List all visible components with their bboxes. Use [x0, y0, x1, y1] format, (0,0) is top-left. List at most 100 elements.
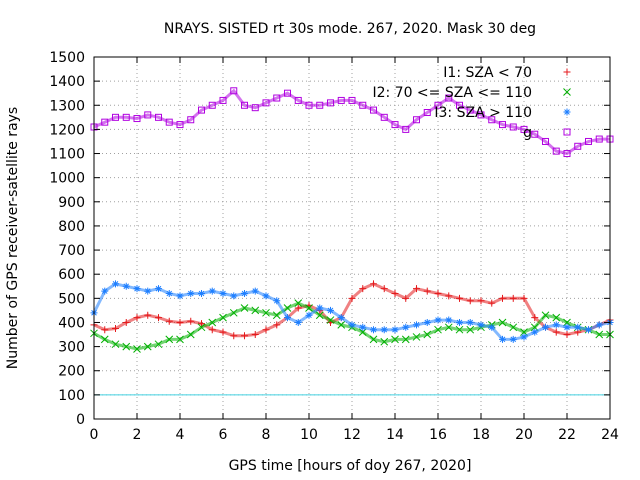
- y-tick-label: 0: [76, 412, 85, 428]
- data-point: [273, 321, 281, 329]
- data-point: [359, 285, 367, 293]
- data-point: [144, 287, 152, 295]
- data-point: [413, 321, 420, 329]
- data-point: [122, 342, 131, 351]
- data-point: [251, 104, 259, 112]
- data-point: [423, 330, 432, 339]
- data-point: [563, 331, 571, 339]
- data-point: [122, 282, 130, 290]
- data-point: [531, 328, 539, 336]
- data-point: [133, 314, 141, 322]
- data-point: [187, 317, 195, 325]
- y-tick-label: 600: [58, 267, 85, 283]
- x-tick-label: 8: [262, 427, 271, 443]
- data-point: [541, 311, 550, 320]
- data-point: [552, 313, 561, 322]
- series-4: [90, 87, 614, 158]
- data-point: [251, 331, 259, 339]
- data-point: [542, 137, 549, 145]
- data-point: [445, 292, 453, 300]
- x-tick-label: 12: [343, 427, 361, 443]
- data-point: [585, 137, 592, 145]
- data-point: [133, 115, 141, 123]
- data-point: [262, 308, 270, 317]
- data-point: [509, 335, 517, 343]
- data-point: [402, 294, 410, 302]
- data-point: [348, 294, 356, 302]
- data-point: [262, 292, 270, 300]
- x-tick-label: 18: [472, 427, 490, 443]
- data-point: [122, 318, 130, 326]
- data-point: [219, 328, 227, 336]
- data-point: [509, 123, 517, 131]
- y-tick-label: 900: [58, 195, 85, 211]
- data-point: [241, 332, 248, 340]
- data-point: [165, 335, 174, 344]
- data-point: [241, 290, 248, 298]
- data-point: [595, 135, 603, 143]
- data-point: [370, 280, 377, 288]
- y-tick-label: 1000: [49, 171, 85, 187]
- data-point: [488, 116, 496, 124]
- data-point: [585, 326, 592, 334]
- series-layer: [90, 87, 614, 353]
- data-point: [208, 287, 216, 295]
- data-point: [165, 317, 173, 325]
- legend-marker: [563, 108, 571, 116]
- data-point: [552, 328, 560, 336]
- data-point: [154, 340, 163, 349]
- data-point: [326, 316, 335, 324]
- data-point: [412, 333, 421, 341]
- data-point: [176, 292, 184, 300]
- data-point: [251, 306, 260, 315]
- data-point: [477, 321, 485, 329]
- data-point: [413, 285, 420, 293]
- data-point: [229, 308, 238, 317]
- data-point: [165, 118, 173, 126]
- data-point: [466, 318, 474, 326]
- data-point: [327, 306, 334, 314]
- data-point: [456, 294, 463, 302]
- data-point: [413, 116, 420, 124]
- data-point: [595, 321, 603, 329]
- data-point: [176, 121, 184, 129]
- data-point: [155, 113, 162, 121]
- data-point: [509, 323, 518, 332]
- data-point: [370, 106, 377, 114]
- legend-label: g: [523, 125, 532, 141]
- x-tick-label: 0: [90, 427, 99, 443]
- data-point: [219, 313, 227, 322]
- data-point: [272, 311, 281, 320]
- data-point: [370, 326, 377, 334]
- data-point: [552, 147, 560, 155]
- y-tick-label: 1400: [49, 74, 85, 90]
- data-point: [122, 113, 130, 121]
- legend-label: I3: SZA > 110: [434, 105, 532, 121]
- y-tick-label: 300: [58, 340, 85, 356]
- data-point: [402, 323, 410, 331]
- data-point: [391, 290, 399, 298]
- grid: [94, 57, 610, 419]
- data-point: [520, 294, 528, 302]
- data-point: [240, 304, 249, 312]
- data-point: [574, 142, 582, 150]
- data-point: [283, 304, 292, 312]
- data-point: [434, 316, 442, 324]
- data-point: [574, 323, 582, 331]
- data-point: [456, 101, 463, 109]
- x-tick-label: 2: [133, 427, 142, 443]
- data-point: [133, 285, 141, 293]
- data-point: [294, 96, 302, 104]
- data-point: [155, 285, 162, 293]
- data-point: [101, 326, 109, 334]
- data-point: [455, 325, 464, 334]
- data-point: [359, 323, 367, 331]
- legend: I1: SZA < 70 I2: 70 <= SZA <= 110 I3: SZA …: [372, 65, 571, 141]
- data-point: [241, 101, 248, 109]
- y-tick-label: 100: [58, 388, 85, 404]
- data-point: [230, 292, 238, 300]
- data-point: [305, 304, 313, 312]
- data-point: [273, 297, 281, 305]
- legend-marker: [563, 68, 571, 76]
- data-point: [488, 323, 496, 331]
